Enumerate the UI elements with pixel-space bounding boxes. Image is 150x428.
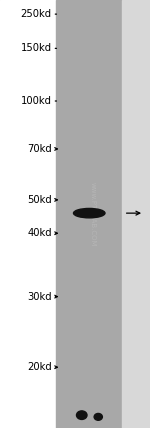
Text: 20kd: 20kd (27, 362, 52, 372)
Text: 30kd: 30kd (27, 291, 52, 302)
Text: 250kd: 250kd (21, 9, 52, 19)
Bar (122, 0, 150, 428)
Text: www.PTGLAB.COM: www.PTGLAB.COM (90, 182, 96, 246)
Text: 150kd: 150kd (21, 43, 52, 54)
Text: 50kd: 50kd (27, 195, 52, 205)
Text: 100kd: 100kd (21, 96, 52, 106)
Ellipse shape (94, 413, 102, 420)
Ellipse shape (76, 411, 87, 419)
Text: 70kd: 70kd (27, 144, 52, 154)
Text: 40kd: 40kd (27, 228, 52, 238)
Bar (0, 0, 56, 428)
Ellipse shape (74, 208, 105, 218)
Bar (56, 0, 122, 428)
